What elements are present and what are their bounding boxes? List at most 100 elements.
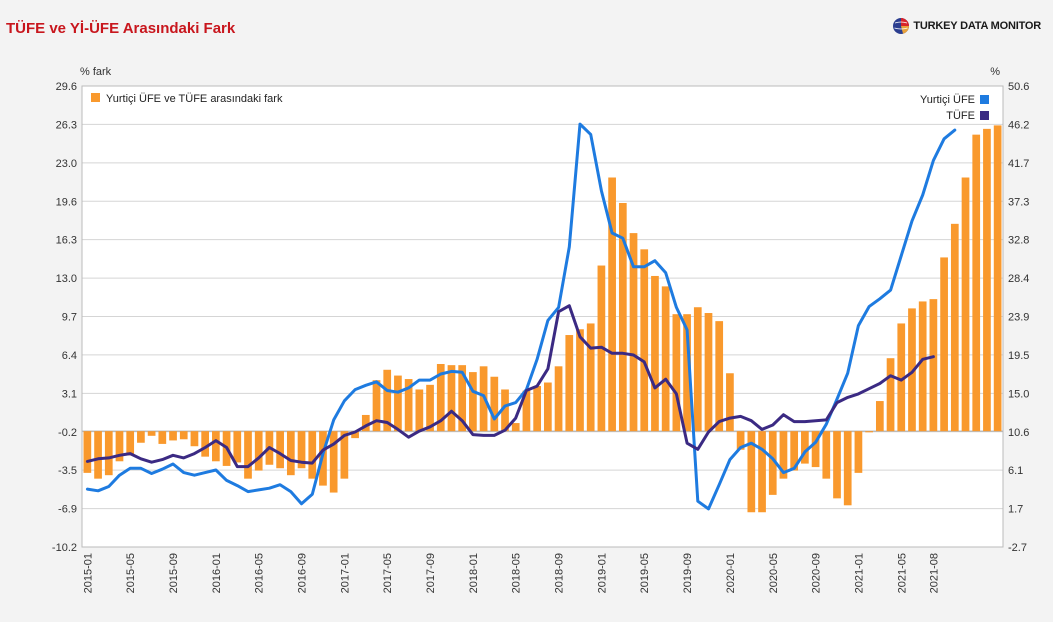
bar [115, 431, 124, 462]
y-right-tick-label: 41.7 [1008, 158, 1029, 170]
bar [458, 365, 467, 432]
bar [811, 431, 820, 468]
bar [683, 314, 691, 432]
y-right-tick-label: 6.1 [1008, 465, 1023, 477]
bar [490, 376, 499, 432]
bar [469, 372, 477, 432]
bar [865, 431, 873, 433]
bar [233, 431, 242, 463]
bar [661, 286, 670, 432]
x-tick-label: 2021-08 [928, 553, 940, 593]
bar [854, 431, 863, 473]
bar [404, 379, 413, 432]
bar [801, 431, 809, 464]
bar [897, 323, 906, 432]
brand-name: TURKEY DATA MONITOR [913, 20, 1041, 32]
x-tick-label: 2016-05 [254, 553, 266, 593]
y-left-tick-label: 3.1 [62, 388, 77, 400]
bar [961, 177, 970, 432]
bar [201, 431, 210, 457]
bar [426, 384, 434, 432]
legend-bar-label: Yurtiçi ÜFE ve TÜFE arasındaki fark [106, 93, 283, 105]
bar [329, 431, 338, 493]
bar [726, 373, 734, 432]
series-line-ufe [85, 122, 957, 511]
bar [993, 125, 1002, 432]
bar [190, 431, 199, 447]
y-left-tick-label: -6.9 [58, 504, 77, 516]
y-right-tick-label: 37.3 [1008, 196, 1029, 208]
bar [886, 358, 895, 432]
x-tick-label: 2020-09 [811, 553, 823, 593]
brand-logo: TURKEY DATA MONITOR [892, 17, 1041, 35]
x-tick-label: 2015-01 [82, 553, 94, 593]
bar [618, 202, 627, 432]
bar [533, 385, 542, 432]
y-left-tick-label: -3.5 [58, 465, 77, 477]
legend-bar-swatch [91, 93, 100, 102]
x-tick-label: 2021-05 [896, 553, 908, 593]
x-tick-label: 2019-05 [639, 553, 651, 593]
globe-icon [893, 18, 910, 34]
x-tick-label: 2017-09 [425, 553, 437, 593]
legend: Yurtiçi ÜFE ve TÜFE arasındaki fark Yurt… [91, 93, 989, 122]
legend-tufe-label: TÜFE [946, 110, 975, 122]
bar [254, 431, 263, 471]
x-tick-label: 2021-01 [853, 553, 865, 593]
bar [972, 134, 981, 432]
y-left-tick-label: 29.6 [56, 81, 77, 93]
bar [286, 431, 295, 476]
chart-title: TÜFE ve Yİ-ÜFE Arasındaki Fark [6, 20, 236, 37]
bar [372, 380, 381, 432]
legend-ufe-swatch [980, 95, 989, 104]
bar [394, 375, 402, 432]
x-tick-label: 2015-05 [125, 553, 137, 593]
bar [297, 431, 306, 469]
plot-border [81, 85, 1004, 548]
bar [415, 389, 424, 432]
bar [640, 249, 649, 432]
y-right-tick-label: 28.4 [1008, 273, 1029, 285]
bar [629, 233, 638, 432]
y-right-tick-label: 1.7 [1008, 504, 1023, 516]
y-right-tick-label: 32.8 [1008, 235, 1029, 247]
bar [436, 363, 445, 432]
bar [383, 369, 392, 432]
bar [179, 431, 188, 440]
x-tick-label: 2017-01 [339, 553, 351, 593]
y-left-tick-label: 6.4 [62, 350, 77, 362]
bar [543, 382, 552, 432]
bar [447, 365, 456, 432]
bar [308, 431, 317, 479]
left-axis-unit: % fark [80, 66, 112, 78]
y-left-tick-label: 16.3 [56, 235, 77, 247]
bar [843, 431, 852, 506]
x-tick-label: 2018-01 [468, 553, 480, 593]
bar [672, 314, 681, 432]
y-right-tick-label: 10.6 [1008, 427, 1029, 439]
axes: 29.6 50.6 26.3 46.2 23.0 41.7 19.6 37.3 16.3 32.8… [52, 81, 1030, 593]
bar [586, 323, 595, 432]
x-tick-label: 2019-01 [596, 553, 608, 593]
bar [736, 431, 745, 450]
bar [704, 313, 713, 432]
bar [833, 431, 841, 499]
legend-tufe-swatch [980, 111, 989, 120]
bar [693, 307, 702, 432]
x-tick-label: 2020-05 [768, 553, 780, 593]
bar [929, 299, 938, 432]
x-tick-label: 2019-09 [682, 553, 694, 593]
bar [554, 366, 563, 432]
bar [565, 335, 574, 432]
x-tick-label: 2016-01 [211, 553, 223, 593]
bar [276, 431, 284, 469]
bar [875, 401, 884, 432]
legend-ufe-label: Yurtiçi ÜFE [920, 94, 975, 106]
bar [950, 223, 959, 432]
bar [715, 321, 724, 432]
bar [126, 431, 135, 456]
y-right-tick-label: 50.6 [1008, 81, 1029, 93]
y-right-tick-label: -2.7 [1008, 542, 1027, 554]
y-left-tick-label: 26.3 [56, 119, 77, 131]
bar [94, 431, 102, 479]
